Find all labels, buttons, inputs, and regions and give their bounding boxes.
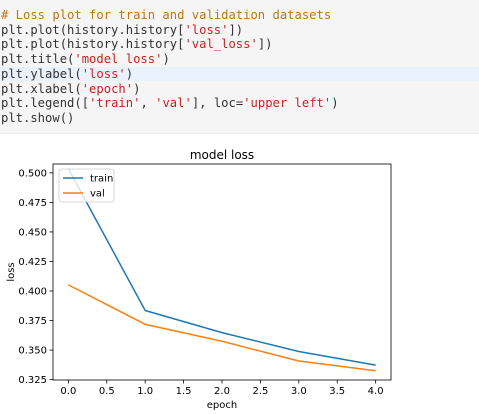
code-string: 'val' — [155, 96, 192, 111]
code-text: plt.ylabel( — [1, 66, 82, 81]
code-string: 'upper left' — [243, 96, 332, 111]
code-text: plt.xlabel( — [1, 81, 82, 96]
code-text: plt.show() — [1, 110, 75, 125]
x-tick-label: 0.0 — [60, 386, 76, 397]
code-line: plt.legend(['train', 'val'], loc='upper … — [0, 96, 479, 111]
y-tick-label: 0.500 — [18, 168, 47, 179]
chart-title: model loss — [190, 148, 254, 162]
y-tick-label: 0.350 — [18, 346, 47, 357]
code-text: ], loc= — [191, 96, 244, 111]
y-tick-label: 0.425 — [18, 257, 47, 268]
code-cell[interactable]: # Loss plot for train and validation dat… — [0, 0, 479, 134]
code-string: 'loss' — [184, 22, 229, 37]
code-text: plt.title( — [1, 52, 75, 67]
code-text: , — [140, 96, 156, 111]
legend-label: train — [90, 174, 113, 185]
y-tick-label: 0.325 — [18, 375, 47, 386]
x-tick-label: 1.0 — [137, 386, 153, 397]
x-tick-label: 3.0 — [291, 386, 307, 397]
x-tick-label: 4.0 — [368, 386, 384, 397]
x-axis-label: epoch — [207, 400, 237, 411]
code-line: plt.xlabel('epoch') — [0, 82, 479, 97]
code-line: plt.title('model loss') — [0, 52, 479, 67]
x-tick-label: 2.5 — [252, 386, 268, 397]
code-string: 'model loss' — [74, 52, 163, 67]
series-line-val — [68, 284, 376, 372]
code-text: plt.plot(history.history[ — [1, 37, 185, 52]
code-string: 'train' — [89, 96, 141, 111]
x-tick-label: 1.5 — [176, 386, 192, 397]
y-tick-label: 0.450 — [18, 228, 47, 239]
code-text: ) — [331, 96, 339, 111]
code-string: 'loss' — [81, 66, 126, 81]
x-tick-label: 3.5 — [329, 386, 345, 397]
code-text: plt.legend([ — [1, 96, 90, 111]
y-tick-label: 0.375 — [18, 316, 47, 327]
code-line: # Loss plot for train and validation dat… — [0, 8, 479, 23]
code-text: ]) — [257, 37, 273, 52]
x-tick-label: 2.0 — [214, 386, 230, 397]
loss-chart: model loss 0.0 0.5 1.0 1.5 2.0 2.5 3.0 3.5 4.0 0.3… — [6, 148, 392, 411]
code-text: plt.plot(history.history[ — [1, 22, 185, 37]
code-string: 'val_loss' — [184, 37, 258, 52]
legend-label: val — [90, 189, 105, 200]
y-tick-label: 0.475 — [18, 198, 47, 209]
code-line: plt.plot(history.history['loss']) — [0, 23, 479, 38]
code-line: plt.plot(history.history['val_loss']) — [0, 37, 479, 52]
code-string: 'epoch' — [81, 81, 134, 96]
code-text: ) — [133, 81, 141, 96]
code-text: ) — [125, 66, 134, 81]
y-tick-label: 0.400 — [18, 287, 47, 298]
series-line-train — [67, 168, 376, 366]
code-text: ) — [162, 52, 170, 67]
code-line: plt.show() — [0, 111, 479, 126]
code-line: plt.ylabel('loss') — [0, 66, 479, 82]
y-axis-label: loss — [6, 262, 17, 281]
x-tick-label: 0.5 — [99, 386, 115, 397]
code-text: ]) — [228, 22, 244, 37]
cell-output: model loss 0.0 0.5 1.0 1.5 2.0 2.5 3.0 3.5 4.0 0.3… — [0, 134, 479, 414]
code-comment: # Loss plot for train and validation dat… — [1, 8, 332, 22]
